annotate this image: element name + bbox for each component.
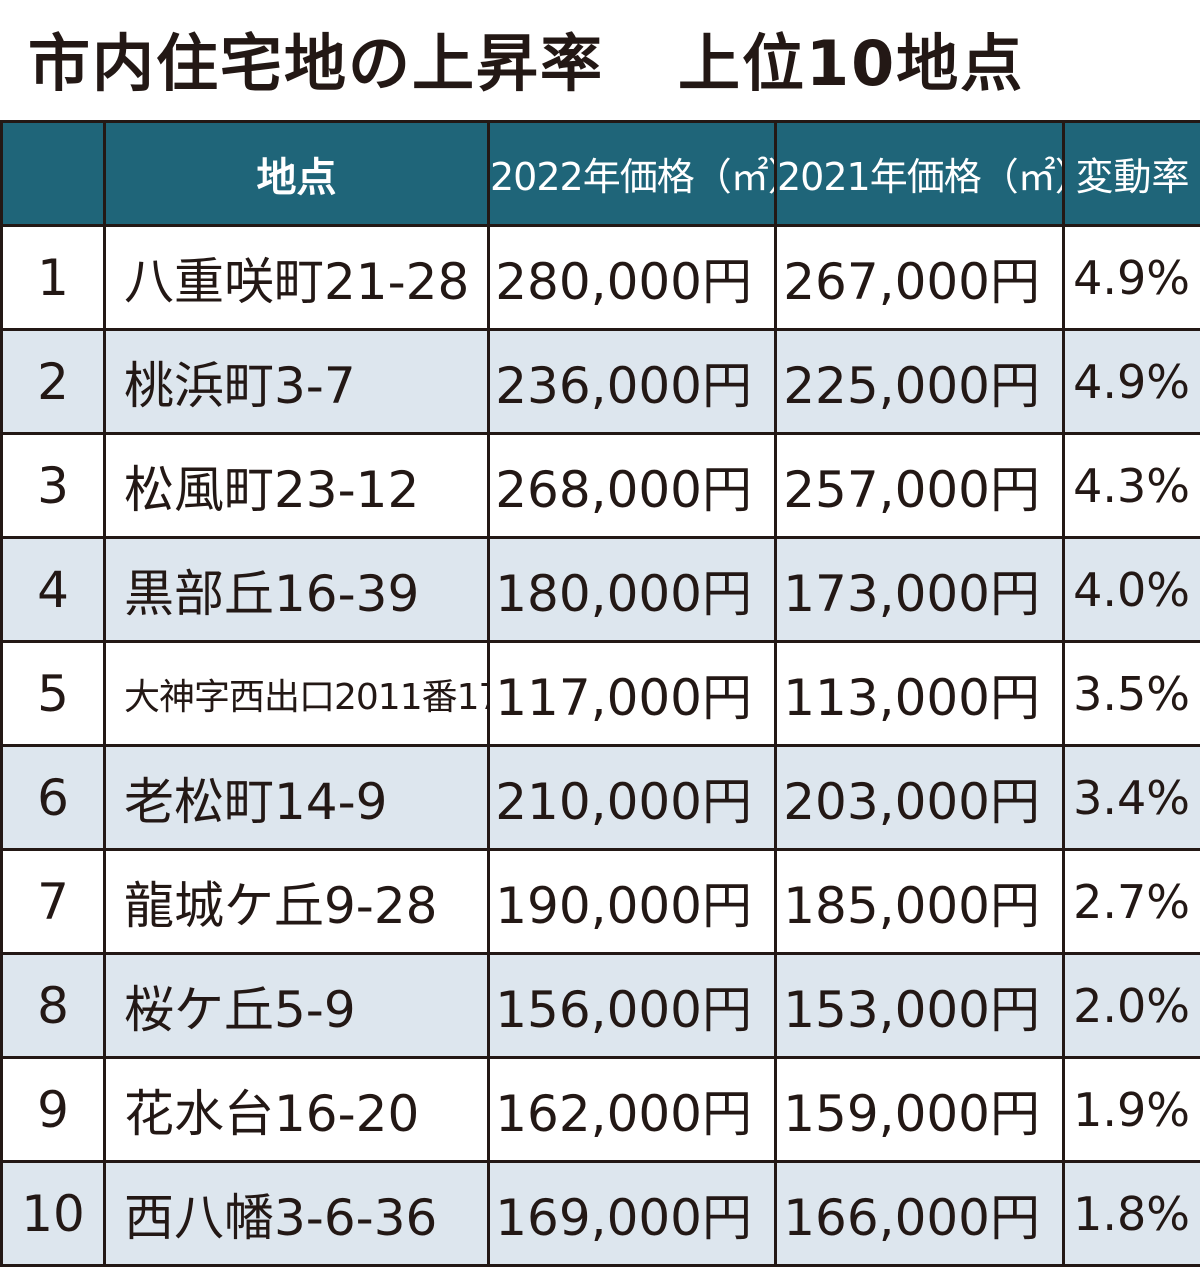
price-2022-cell: 117,000円 xyxy=(489,642,776,746)
price-2021-cell: 185,000円 xyxy=(776,850,1064,954)
price-2021-cell: 153,000円 xyxy=(776,954,1064,1058)
location-cell: 大神字西出口2011番17 xyxy=(105,642,489,746)
header-location: 地点 xyxy=(105,122,489,226)
rate-cell: 4.9% xyxy=(1064,226,1200,330)
rank-cell: 8 xyxy=(2,954,105,1058)
rank-cell: 1 xyxy=(2,226,105,330)
price-2021-cell: 257,000円 xyxy=(776,434,1064,538)
price-2022-cell: 236,000円 xyxy=(489,330,776,434)
location-cell: 八重咲町21-28 xyxy=(105,226,489,330)
header-price-2021: 2021年価格（㎡） xyxy=(776,122,1064,226)
header-rate: 変動率 xyxy=(1064,122,1200,226)
rank-cell: 5 xyxy=(2,642,105,746)
price-2022-cell: 180,000円 xyxy=(489,538,776,642)
price-2022-cell: 162,000円 xyxy=(489,1058,776,1162)
rate-cell: 2.0% xyxy=(1064,954,1200,1058)
rank-cell: 9 xyxy=(2,1058,105,1162)
price-2021-cell: 113,000円 xyxy=(776,642,1064,746)
rate-cell: 4.0% xyxy=(1064,538,1200,642)
location-cell: 桜ケ丘5-9 xyxy=(105,954,489,1058)
rate-cell: 3.5% xyxy=(1064,642,1200,746)
chart-title: 市内住宅地の上昇率 上位10地点 xyxy=(28,14,1024,114)
title-sub: 上位10地点 xyxy=(678,27,1024,100)
location-cell: 松風町23-12 xyxy=(105,434,489,538)
location-cell: 桃浜町3-7 xyxy=(105,330,489,434)
header-price-2022: 2022年価格（㎡） xyxy=(489,122,776,226)
rank-cell: 6 xyxy=(2,746,105,850)
price-2021-cell: 203,000円 xyxy=(776,746,1064,850)
rate-cell: 4.3% xyxy=(1064,434,1200,538)
price-2021-cell: 225,000円 xyxy=(776,330,1064,434)
price-2021-cell: 173,000円 xyxy=(776,538,1064,642)
rank-cell: 2 xyxy=(2,330,105,434)
rate-cell: 4.9% xyxy=(1064,330,1200,434)
rate-cell: 1.8% xyxy=(1064,1162,1200,1266)
location-cell: 龍城ケ丘9-28 xyxy=(105,850,489,954)
rank-cell: 4 xyxy=(2,538,105,642)
rank-cell: 3 xyxy=(2,434,105,538)
price-2021-cell: 166,000円 xyxy=(776,1162,1064,1266)
location-cell: 花水台16-20 xyxy=(105,1058,489,1162)
location-cell: 黒部丘16-39 xyxy=(105,538,489,642)
price-2021-cell: 267,000円 xyxy=(776,226,1064,330)
title-main: 市内住宅地の上昇率 xyxy=(28,27,604,100)
price-2022-cell: 210,000円 xyxy=(489,746,776,850)
price-2021-cell: 159,000円 xyxy=(776,1058,1064,1162)
price-2022-cell: 156,000円 xyxy=(489,954,776,1058)
location-cell: 西八幡3-6-36 xyxy=(105,1162,489,1266)
header-rank xyxy=(2,122,105,226)
price-2022-cell: 190,000円 xyxy=(489,850,776,954)
rank-cell: 7 xyxy=(2,850,105,954)
price-2022-cell: 280,000円 xyxy=(489,226,776,330)
rate-cell: 2.7% xyxy=(1064,850,1200,954)
location-cell: 老松町14-9 xyxy=(105,746,489,850)
price-2022-cell: 268,000円 xyxy=(489,434,776,538)
rate-cell: 3.4% xyxy=(1064,746,1200,850)
rate-cell: 1.9% xyxy=(1064,1058,1200,1162)
table-header-row: 地点 2022年価格（㎡） 2021年価格（㎡） 変動率 xyxy=(2,122,1200,226)
price-2022-cell: 169,000円 xyxy=(489,1162,776,1266)
rank-cell: 10 xyxy=(2,1162,105,1266)
